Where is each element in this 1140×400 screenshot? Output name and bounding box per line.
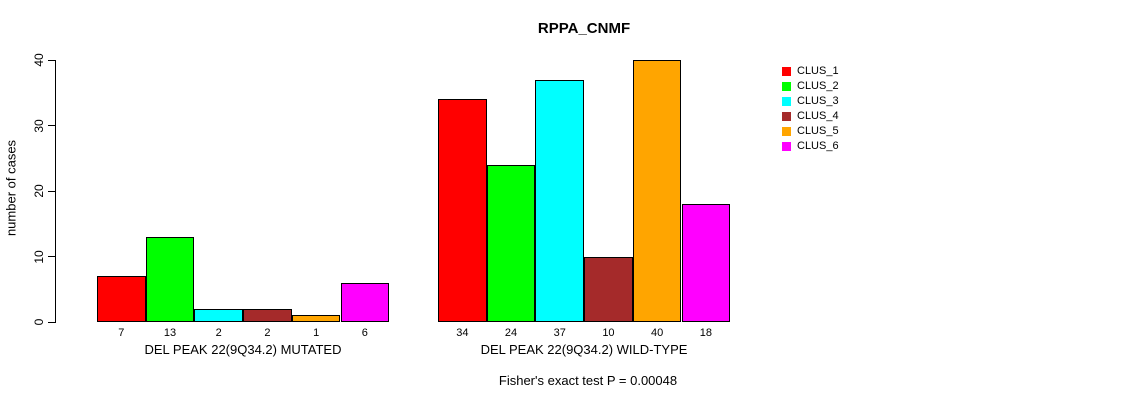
bar-clus_4	[584, 256, 633, 322]
bar-clus_2	[486, 164, 536, 322]
y-axis-tick-label: 30	[32, 118, 46, 133]
y-axis-tick	[48, 59, 55, 61]
y-axis-tick-label: 20	[32, 184, 46, 198]
legend-label: CLUS_4	[797, 110, 839, 122]
legend-swatch-clus_3	[782, 97, 791, 106]
chart-title: RPPA_CNMF	[537, 20, 631, 37]
legend-row: CLUS_5	[782, 124, 839, 139]
bar-clus_6	[681, 204, 731, 322]
legend-row: CLUS_6	[782, 139, 839, 154]
bar-value-label: 13	[163, 327, 177, 339]
y-axis-tick-label: 0	[32, 318, 46, 326]
bar-value-label: 40	[651, 327, 664, 339]
legend-row: CLUS_2	[782, 79, 839, 94]
bar-clus_5	[632, 60, 682, 322]
y-axis-tick	[48, 125, 55, 126]
y-axis-tick	[48, 256, 55, 257]
bar-value-label: 10	[602, 327, 615, 339]
fisher-test-footnote: Fisher's exact test P = 0.00048	[498, 373, 678, 388]
bar-clus_6	[340, 282, 390, 322]
legend-swatch-clus_6	[782, 142, 791, 151]
bar-clus_1	[97, 276, 146, 322]
y-axis-line	[55, 60, 56, 323]
legend-label: CLUS_1	[797, 65, 839, 77]
y-axis-tick	[48, 190, 55, 192]
bar-clus_2	[145, 236, 195, 322]
y-axis-tick	[48, 321, 55, 323]
legend-row: CLUS_4	[782, 109, 839, 124]
legend-swatch-clus_1	[782, 67, 791, 76]
bar-value-label: 18	[699, 327, 712, 339]
bar-value-label: 37	[553, 327, 566, 339]
bar-value-label: 2	[215, 327, 222, 339]
legend: CLUS_1 CLUS_2 CLUS_3 CLUS_4 CLUS_5 CLUS_6	[782, 64, 839, 154]
legend-label: CLUS_6	[797, 140, 839, 152]
bar-value-label: 7	[118, 327, 125, 339]
legend-label: CLUS_3	[797, 95, 839, 107]
y-axis-tick-label: 40	[32, 53, 46, 67]
legend-label: CLUS_2	[797, 80, 839, 92]
bar-value-label: 1	[313, 327, 320, 339]
y-axis-tick-label: 10	[32, 249, 46, 264]
bar-clus_4	[243, 308, 292, 322]
bar-clus_1	[438, 99, 487, 322]
bar-value-label: 2	[264, 327, 271, 339]
group-label-wild-type: DEL PEAK 22(9Q34.2) WILD-TYPE	[480, 342, 688, 357]
bar-value-label: 6	[361, 327, 368, 339]
group-label-mutated: DEL PEAK 22(9Q34.2) MUTATED	[144, 342, 342, 357]
bar-clus_3	[535, 79, 585, 322]
bar-value-label: 34	[456, 327, 469, 339]
y-axis-title: number of cases	[3, 139, 19, 237]
bar-clus_3	[194, 308, 244, 322]
legend-swatch-clus_5	[782, 127, 791, 136]
bar-value-label: 24	[504, 327, 518, 339]
legend-swatch-clus_2	[782, 82, 791, 91]
legend-row: CLUS_1	[782, 64, 839, 79]
legend-row: CLUS_3	[782, 94, 839, 109]
bar-clus_5	[291, 315, 341, 322]
legend-label: CLUS_5	[797, 125, 839, 137]
legend-swatch-clus_4	[782, 112, 791, 121]
